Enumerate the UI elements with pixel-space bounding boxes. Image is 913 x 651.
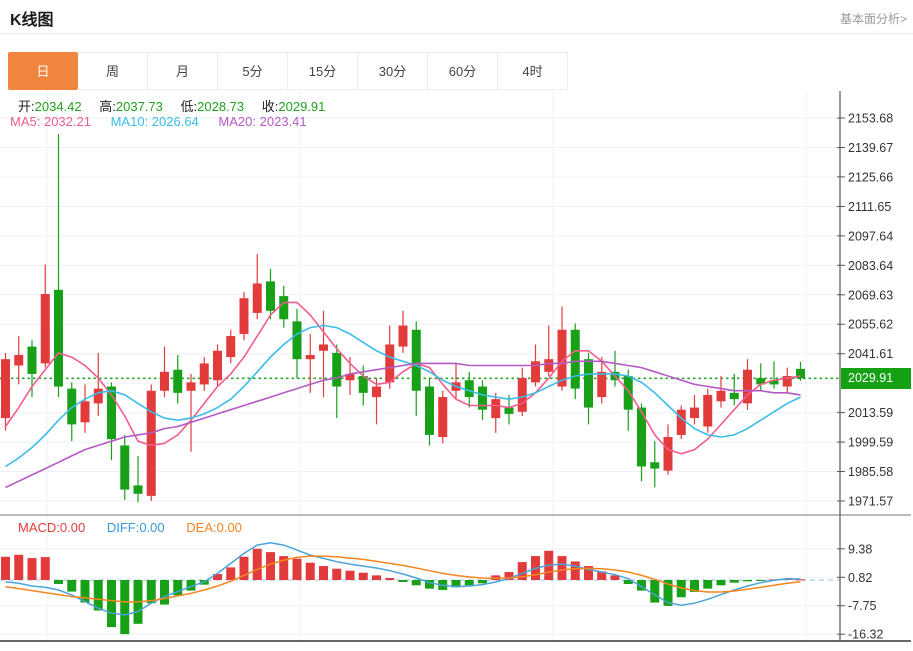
close-value: 2029.91	[278, 99, 326, 114]
svg-text:-16.32: -16.32	[848, 628, 883, 642]
svg-text:9.38: 9.38	[848, 542, 872, 556]
svg-text:2069.63: 2069.63	[848, 288, 893, 302]
svg-text:1971.57: 1971.57	[848, 495, 893, 509]
svg-text:2013.59: 2013.59	[848, 406, 893, 420]
tab-month[interactable]: 月	[148, 52, 218, 90]
open-label: 开:	[18, 99, 35, 114]
current-price-label: 2029.91	[841, 368, 911, 389]
svg-text:1999.59: 1999.59	[848, 436, 893, 450]
svg-text:2139.67: 2139.67	[848, 141, 893, 155]
svg-text:2111.65: 2111.65	[848, 200, 891, 214]
diff-value-legend: DIFF:0.00	[106, 520, 165, 535]
tab-60min[interactable]: 60分	[428, 52, 498, 90]
ma10-legend: MA10: 2026.64	[110, 114, 199, 129]
ma5-legend: MA5: 2032.21	[10, 114, 91, 129]
dea-value-legend: DEA:0.00	[186, 520, 242, 535]
tab-day[interactable]: 日	[8, 52, 78, 90]
svg-text:2055.62: 2055.62	[848, 318, 893, 332]
title-divider	[0, 33, 913, 34]
svg-text:-7.75: -7.75	[848, 599, 877, 613]
high-label: 高:	[99, 99, 116, 114]
svg-text:2097.64: 2097.64	[848, 229, 893, 243]
svg-text:0.82: 0.82	[848, 571, 872, 585]
ohlc-legend: 开:2034.42 高:2037.73 低:2028.73 收:2029.91	[18, 96, 339, 115]
interval-tabbar: 日 周 月 5分 15分 30分 60分 4时	[8, 52, 568, 90]
macd-legend: MACD:0.00 DIFF:0.00 DEA:0.00	[18, 520, 260, 535]
svg-text:2041.61: 2041.61	[848, 347, 893, 361]
tab-week[interactable]: 周	[78, 52, 148, 90]
page-title: K线图	[10, 12, 54, 29]
open-value: 2034.42	[34, 99, 82, 114]
low-value: 2028.73	[197, 99, 245, 114]
ma-legend: MA5: 2032.21 MA10: 2026.64 MA20: 2023.41	[10, 114, 323, 129]
macd-value-legend: MACD:0.00	[18, 520, 86, 535]
high-value: 2037.73	[115, 99, 163, 114]
svg-text:1985.58: 1985.58	[848, 465, 893, 479]
tab-15min[interactable]: 15分	[288, 52, 358, 90]
svg-text:2083.64: 2083.64	[848, 259, 893, 273]
svg-text:2125.66: 2125.66	[848, 170, 893, 184]
close-label: 收:	[261, 99, 279, 114]
svg-text:2153.68: 2153.68	[848, 112, 893, 126]
tab-30min[interactable]: 30分	[358, 52, 428, 90]
tab-4hour[interactable]: 4时	[498, 52, 568, 90]
ma20-legend: MA20: 2023.41	[218, 114, 307, 129]
low-label: 低:	[180, 99, 198, 114]
tab-5min[interactable]: 5分	[218, 52, 288, 90]
fundamental-analysis-link[interactable]: 基本面分析>	[839, 12, 907, 26]
